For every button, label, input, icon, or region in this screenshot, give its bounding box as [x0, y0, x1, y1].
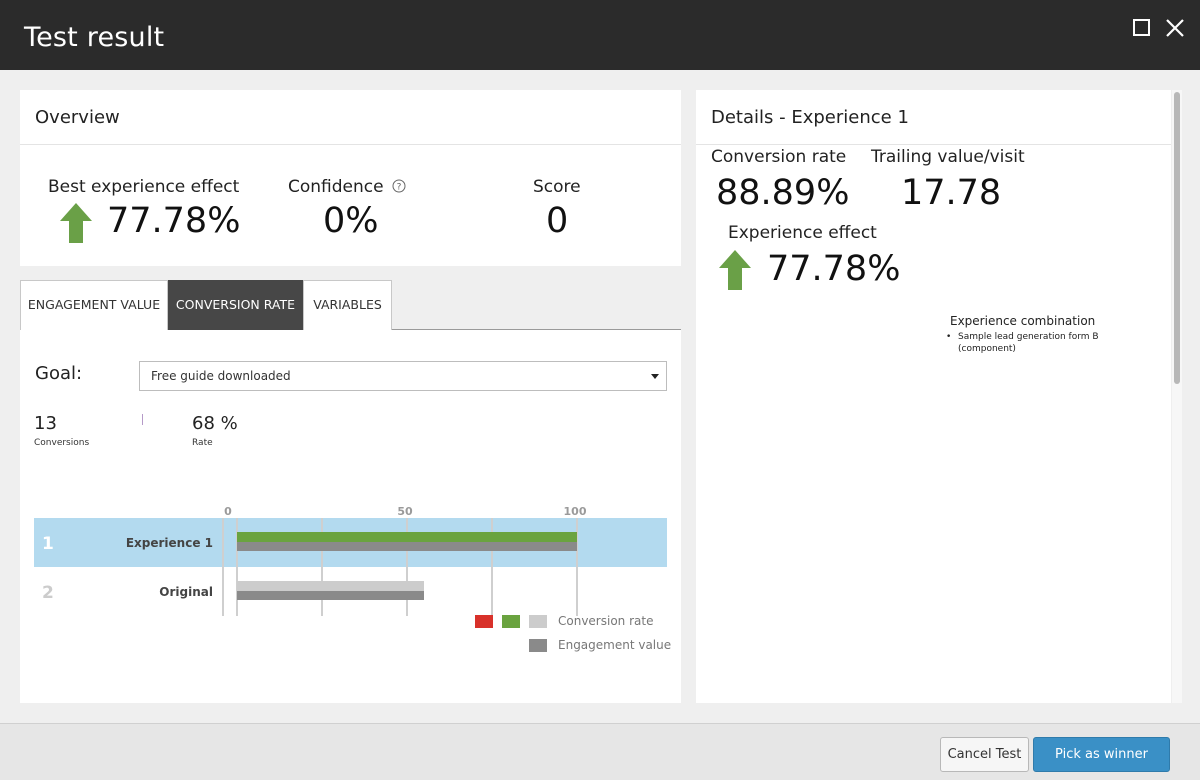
- detail-experience-effect-value: 77.78%: [767, 249, 901, 289]
- goal-selected-value: Free guide downloaded: [151, 369, 291, 383]
- row-name: Original: [159, 585, 213, 599]
- goal-select[interactable]: Free guide downloaded: [139, 361, 667, 391]
- row-rank: 2: [42, 583, 54, 603]
- overview-header: Overview: [20, 90, 681, 145]
- confidence-label: Confidence: [288, 177, 384, 197]
- engagement-value-bar: [237, 542, 577, 551]
- legend-swatch: [502, 615, 520, 628]
- arrow-up-icon: [719, 250, 751, 295]
- chart-svg: 0 50 100 1 Experience 1 2 Original Conversion r…: [34, 505, 671, 652]
- row-rank: 1: [42, 534, 54, 554]
- legend-label: Conversion rate: [558, 614, 653, 628]
- conversion-rate-bar: [237, 532, 577, 542]
- x-tick-label: 0: [224, 505, 232, 518]
- maximize-icon[interactable]: [1130, 16, 1154, 40]
- close-icon[interactable]: [1163, 16, 1187, 40]
- question-circle-icon[interactable]: ?: [392, 179, 406, 198]
- detail-conversion-rate-label: Conversion rate: [711, 147, 847, 167]
- legend-swatch: [529, 639, 547, 652]
- detail-trailing-value-label: Trailing value/visit: [871, 147, 1025, 167]
- arrow-up-icon: [60, 203, 92, 248]
- legend-swatch: [475, 615, 493, 628]
- engagement-value-bar: [237, 591, 424, 600]
- confidence-value: 0%: [323, 201, 379, 241]
- detail-conversion-rate-value: 88.89%: [716, 173, 850, 213]
- conversions-caption: Conversions: [34, 438, 90, 448]
- conversion-rate-bar: [237, 581, 424, 591]
- metric-divider: [142, 414, 143, 425]
- svg-text:?: ?: [397, 183, 402, 193]
- best-effect-label: Best experience effect: [48, 177, 240, 197]
- row-name: Experience 1: [126, 536, 213, 550]
- legend-swatch: [529, 615, 547, 628]
- dialog-footer: Cancel Test Pick as winner: [0, 723, 1200, 780]
- details-scrollbar-track[interactable]: [1172, 90, 1182, 703]
- best-effect-value: 77.78%: [107, 201, 241, 241]
- rate-value: 68 %: [192, 413, 238, 434]
- overview-panel: Overview Best experience effect 77.78% C…: [20, 90, 681, 266]
- conversion-chart: 0 50 100 1 Experience 1 2 Original Conversion r…: [20, 500, 681, 700]
- tabs-panel: ENGAGEMENT VALUE CONVERSION RATE VARIABL…: [20, 280, 681, 703]
- tab-variables[interactable]: VARIABLES: [303, 280, 392, 330]
- goal-label: Goal:: [35, 363, 83, 384]
- detail-trailing-value-value: 17.78: [901, 173, 1002, 213]
- tab-bar: ENGAGEMENT VALUE CONVERSION RATE VARIABL…: [20, 280, 681, 330]
- details-panel: Details - Experience 1 Conversion rate 8…: [696, 90, 1171, 703]
- window-title: Test result: [24, 22, 165, 53]
- dialog-content: Overview Best experience effect 77.78% C…: [0, 70, 1200, 723]
- tab-conversion-rate[interactable]: CONVERSION RATE: [168, 280, 303, 330]
- legend-label: Engagement value: [558, 638, 671, 652]
- details-header: Details - Experience 1: [696, 90, 1171, 145]
- rate-caption: Rate: [192, 438, 213, 448]
- tab-engagement-value[interactable]: ENGAGEMENT VALUE: [20, 280, 168, 330]
- experience-combination-item: Sample lead generation form B (component…: [946, 331, 1118, 355]
- details-scrollbar-thumb[interactable]: [1174, 92, 1180, 384]
- x-tick-label: 100: [564, 505, 587, 518]
- caret-down-icon: [651, 374, 659, 379]
- experience-combination-title: Experience combination: [950, 314, 1096, 328]
- title-bar: Test result: [0, 0, 1200, 70]
- score-label: Score: [533, 177, 581, 197]
- detail-experience-effect-label: Experience effect: [728, 223, 877, 243]
- x-tick-label: 50: [397, 505, 413, 518]
- conversions-value: 13: [34, 413, 57, 434]
- score-value: 0: [546, 201, 569, 241]
- cancel-test-button[interactable]: Cancel Test: [940, 737, 1029, 772]
- pick-as-winner-button[interactable]: Pick as winner: [1033, 737, 1170, 772]
